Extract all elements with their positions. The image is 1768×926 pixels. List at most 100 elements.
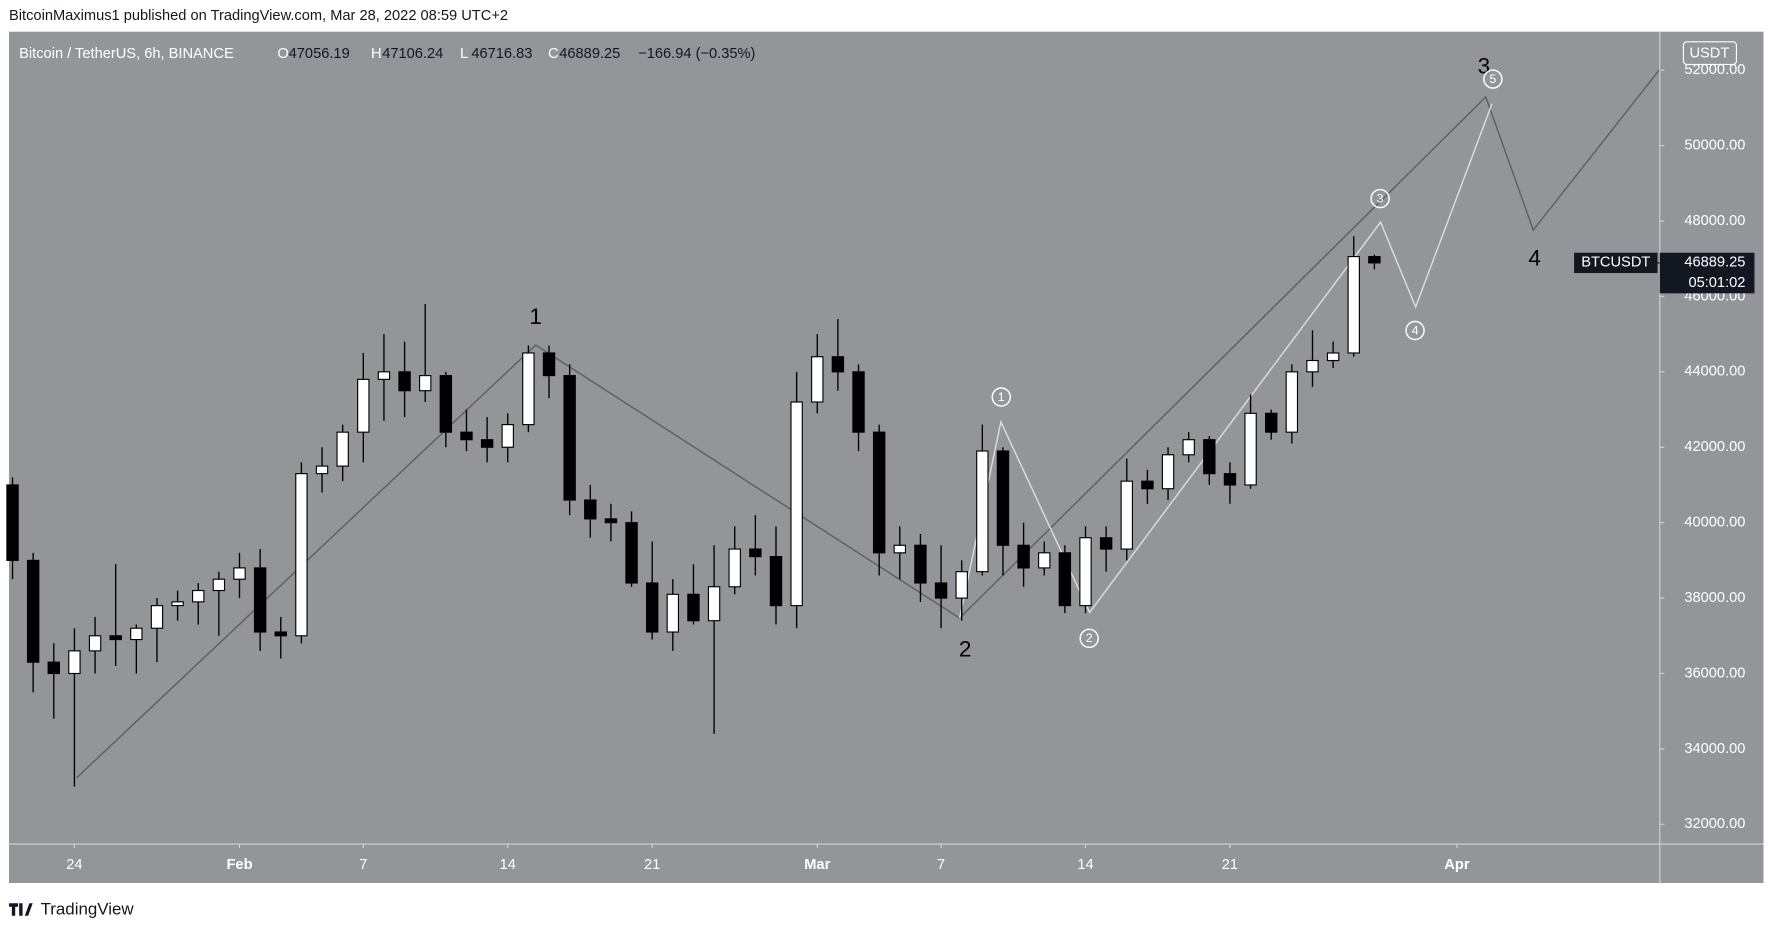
candle-body [1038, 552, 1051, 569]
wave-line [75, 69, 1660, 779]
symbol-label: BTCUSDT [1581, 255, 1650, 271]
x-tick-label: Feb [226, 857, 252, 873]
ohlc-value: 47106.24 [382, 46, 443, 62]
y-tick-label: 40000.00 [1684, 515, 1745, 531]
candle-body [1326, 352, 1340, 362]
wave-label: 2 [959, 637, 972, 662]
x-tick-label: 24 [66, 857, 82, 873]
y-tick-label: 48000.00 [1684, 213, 1745, 229]
candle-body [1347, 256, 1360, 354]
x-tick-label: 21 [1222, 857, 1238, 873]
candle-body [192, 589, 205, 603]
candle-body [1161, 454, 1175, 490]
candle-body [1079, 537, 1092, 607]
currency: USDT [1689, 46, 1729, 62]
wave-label: 4 [1528, 245, 1541, 270]
candle-body [109, 635, 122, 641]
candle-body [1285, 371, 1299, 433]
price-badge [1659, 252, 1755, 294]
candle-body [1223, 473, 1237, 486]
subwave-label: 2 [1086, 631, 1093, 645]
candle-body [522, 352, 535, 426]
subwave-circle [1370, 188, 1390, 209]
subwave-circle [1079, 628, 1099, 649]
x-tick-label: 7 [937, 857, 945, 873]
x-tick-label: 14 [1077, 857, 1093, 873]
candle-body [914, 544, 927, 584]
attribution: BitcoinMaximus1 published on TradingView… [9, 8, 508, 24]
wave-label: 1 [529, 304, 542, 329]
subwave-label: 5 [1489, 72, 1496, 86]
candle-body [687, 593, 700, 622]
candle-body [852, 371, 865, 433]
candle-body [996, 450, 1010, 546]
ohlc-value: 47056.19 [289, 46, 350, 62]
candle-body [1368, 256, 1381, 264]
candle-body [1182, 439, 1195, 456]
candle-body [6, 484, 19, 561]
candle-body [274, 631, 287, 637]
candle-body [625, 522, 638, 584]
candle-body [315, 465, 329, 475]
candle-body [790, 401, 803, 607]
candle-body [584, 499, 597, 520]
y-tick-label: 36000.00 [1684, 665, 1745, 681]
candle-body [1203, 439, 1216, 475]
candle-body [480, 439, 494, 448]
candle-body [439, 375, 453, 433]
subwave-circle [991, 387, 1012, 407]
ohlc-label: H [371, 46, 382, 62]
candle-body [26, 559, 40, 663]
candle-body [47, 661, 60, 675]
candle-body [893, 544, 906, 554]
symbol-badge [1574, 252, 1658, 274]
candle-body [295, 473, 308, 637]
y-tick-label: 52000.00 [1684, 62, 1745, 78]
candle-body [357, 378, 370, 433]
chart-background [9, 31, 1764, 884]
candle-body [976, 450, 989, 573]
candle-body [1058, 552, 1072, 607]
change: −166.94 (−0.35%) [638, 46, 755, 62]
candle-body [212, 578, 226, 592]
candle-body [645, 582, 659, 633]
candle-body [171, 601, 184, 607]
plot [6, 69, 1665, 849]
price-label: 46889.25 [1684, 255, 1745, 271]
ohlc-value: 46889.25 [559, 46, 620, 62]
candle-body [1141, 480, 1154, 490]
countdown: 05:01:02 [1688, 275, 1745, 291]
candle-body [130, 627, 143, 641]
candle-body [68, 650, 81, 675]
candle-body [955, 571, 968, 599]
candle-body [398, 371, 411, 392]
x-tick-label: Mar [804, 857, 830, 873]
subwave-circle [1405, 320, 1425, 341]
y-tick-label: 34000.00 [1684, 741, 1745, 757]
ohlc-value: 46716.83 [471, 46, 532, 62]
candle-body [233, 567, 246, 580]
candle-body [563, 375, 576, 501]
candle-body [831, 356, 845, 373]
x-tick-label: 7 [359, 857, 367, 873]
ohlc-label: L [460, 46, 468, 62]
y-tick-label: 42000.00 [1684, 439, 1745, 455]
y-tick-label: 50000.00 [1684, 137, 1745, 153]
candle-body [460, 431, 473, 441]
subwave-label: 1 [998, 390, 1005, 404]
candle-body [336, 431, 349, 467]
candle-body [1265, 412, 1278, 433]
candle-body [419, 375, 432, 392]
ohlc-label: O [277, 46, 288, 62]
logo-mark [9, 903, 33, 916]
candle-body [501, 424, 514, 448]
x-tick-label: 14 [500, 857, 516, 873]
subwave-label: 3 [1377, 191, 1384, 205]
brand: TradingView [41, 900, 135, 919]
candle-body [542, 352, 556, 377]
chart-title: Bitcoin / TetherUS, 6h, BINANCE [19, 46, 234, 62]
candle-body [604, 518, 618, 524]
subwave-circle [1483, 69, 1503, 89]
